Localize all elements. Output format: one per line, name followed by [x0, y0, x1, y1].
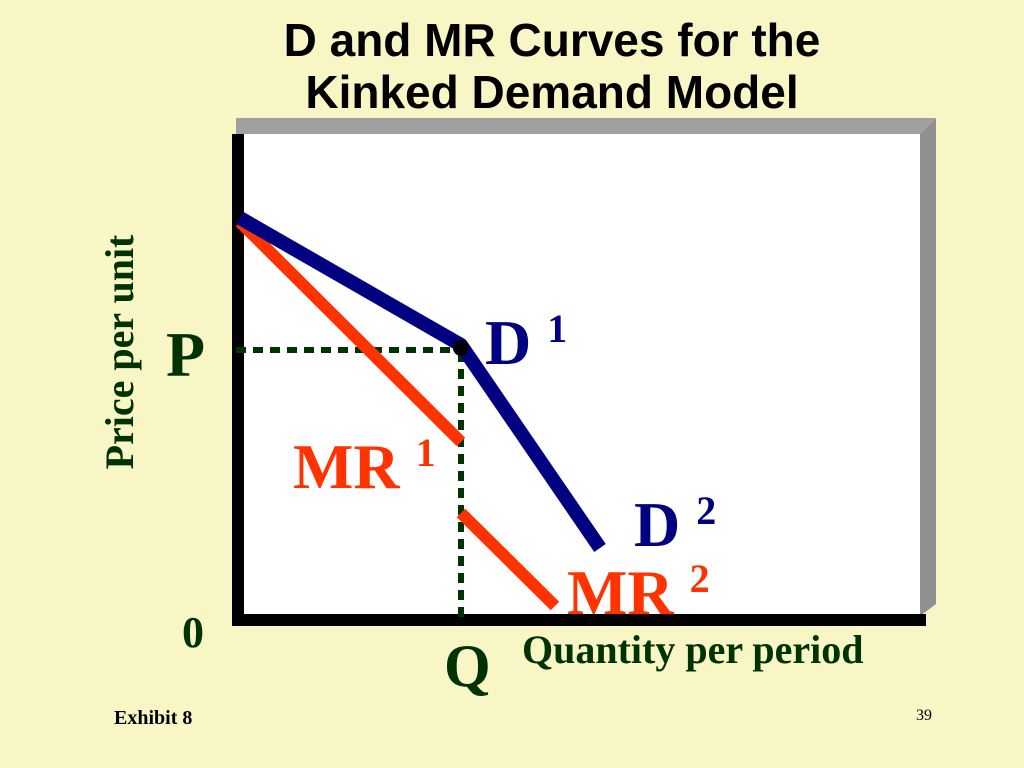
title-line-2: Kinked Demand Model [305, 66, 799, 118]
slide-title: D and MR Curves for the Kinked Demand Mo… [0, 14, 1024, 118]
d2-label-main: D [634, 489, 680, 560]
quantity-tick-label: Q [444, 633, 491, 699]
d1-label-sup: 1 [547, 306, 567, 351]
d1-label-main: D [485, 307, 531, 378]
mr2-curve [456, 508, 560, 611]
mr1-curve [235, 217, 466, 447]
mr1-label-main: MR [293, 431, 400, 502]
d1-label: D 1 [485, 306, 567, 378]
origin-label: 0 [182, 608, 204, 657]
d2-label-sup: 2 [696, 488, 716, 533]
frame-top-shadow [236, 118, 936, 134]
mr2-label-main: MR [567, 557, 674, 628]
page-number: 39 [916, 707, 932, 724]
title-line-1: D and MR Curves for the [283, 14, 821, 66]
mr1-label: MR 1 [293, 430, 436, 502]
mr2-label-sup: 2 [690, 556, 710, 601]
plot-area [238, 134, 920, 618]
exhibit-label: Exhibit 8 [114, 707, 193, 729]
mr1-label-sup: 1 [416, 430, 436, 475]
price-tick-label: P [166, 319, 205, 390]
frame-right-shadow [920, 118, 936, 616]
y-axis-label: Price per unit [97, 234, 142, 469]
mr2-label: MR 2 [567, 556, 710, 628]
kink-point [453, 340, 469, 356]
d2-label: D 2 [634, 488, 716, 560]
x-axis-label: Quantity per period [522, 627, 864, 672]
